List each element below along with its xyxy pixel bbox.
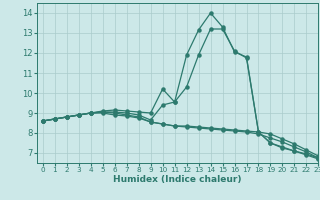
X-axis label: Humidex (Indice chaleur): Humidex (Indice chaleur) bbox=[113, 175, 242, 184]
